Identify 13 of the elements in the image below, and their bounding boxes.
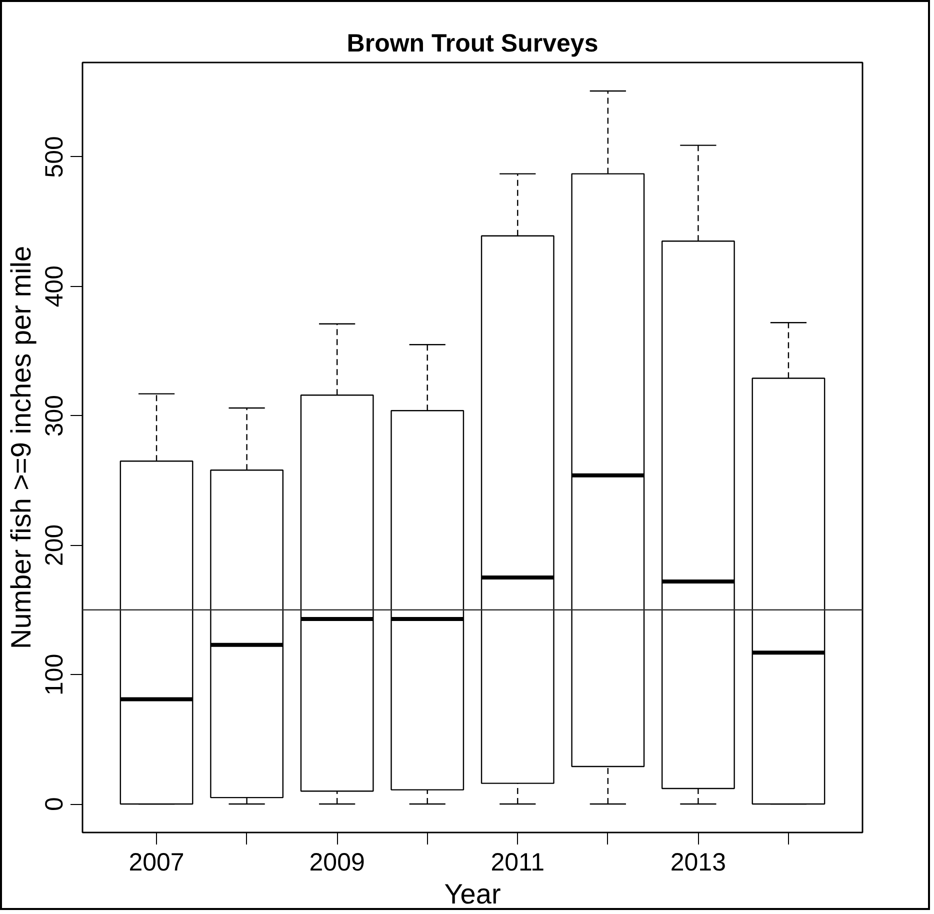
y-tick-label: 0 — [40, 797, 68, 811]
x-tick-label: 2009 — [309, 848, 365, 876]
y-tick-label: 200 — [40, 524, 68, 566]
y-tick-label: 300 — [40, 394, 68, 437]
chart-title: Brown Trout Surveys — [346, 30, 598, 58]
y-tick-label: 100 — [40, 654, 68, 696]
x-tick-label: 2007 — [128, 848, 184, 876]
x-tick-label: 2013 — [670, 848, 726, 876]
y-tick-label: 500 — [40, 136, 68, 178]
y-axis-title: Number fish >=9 inches per mile — [6, 246, 36, 650]
x-tick-label: 2011 — [490, 848, 545, 876]
x-axis-title: Year — [444, 878, 501, 910]
y-tick-label: 400 — [40, 266, 68, 308]
